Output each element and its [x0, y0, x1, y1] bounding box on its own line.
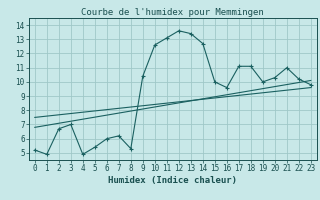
X-axis label: Humidex (Indice chaleur): Humidex (Indice chaleur) — [108, 176, 237, 185]
Title: Courbe de l'humidex pour Memmingen: Courbe de l'humidex pour Memmingen — [81, 8, 264, 17]
